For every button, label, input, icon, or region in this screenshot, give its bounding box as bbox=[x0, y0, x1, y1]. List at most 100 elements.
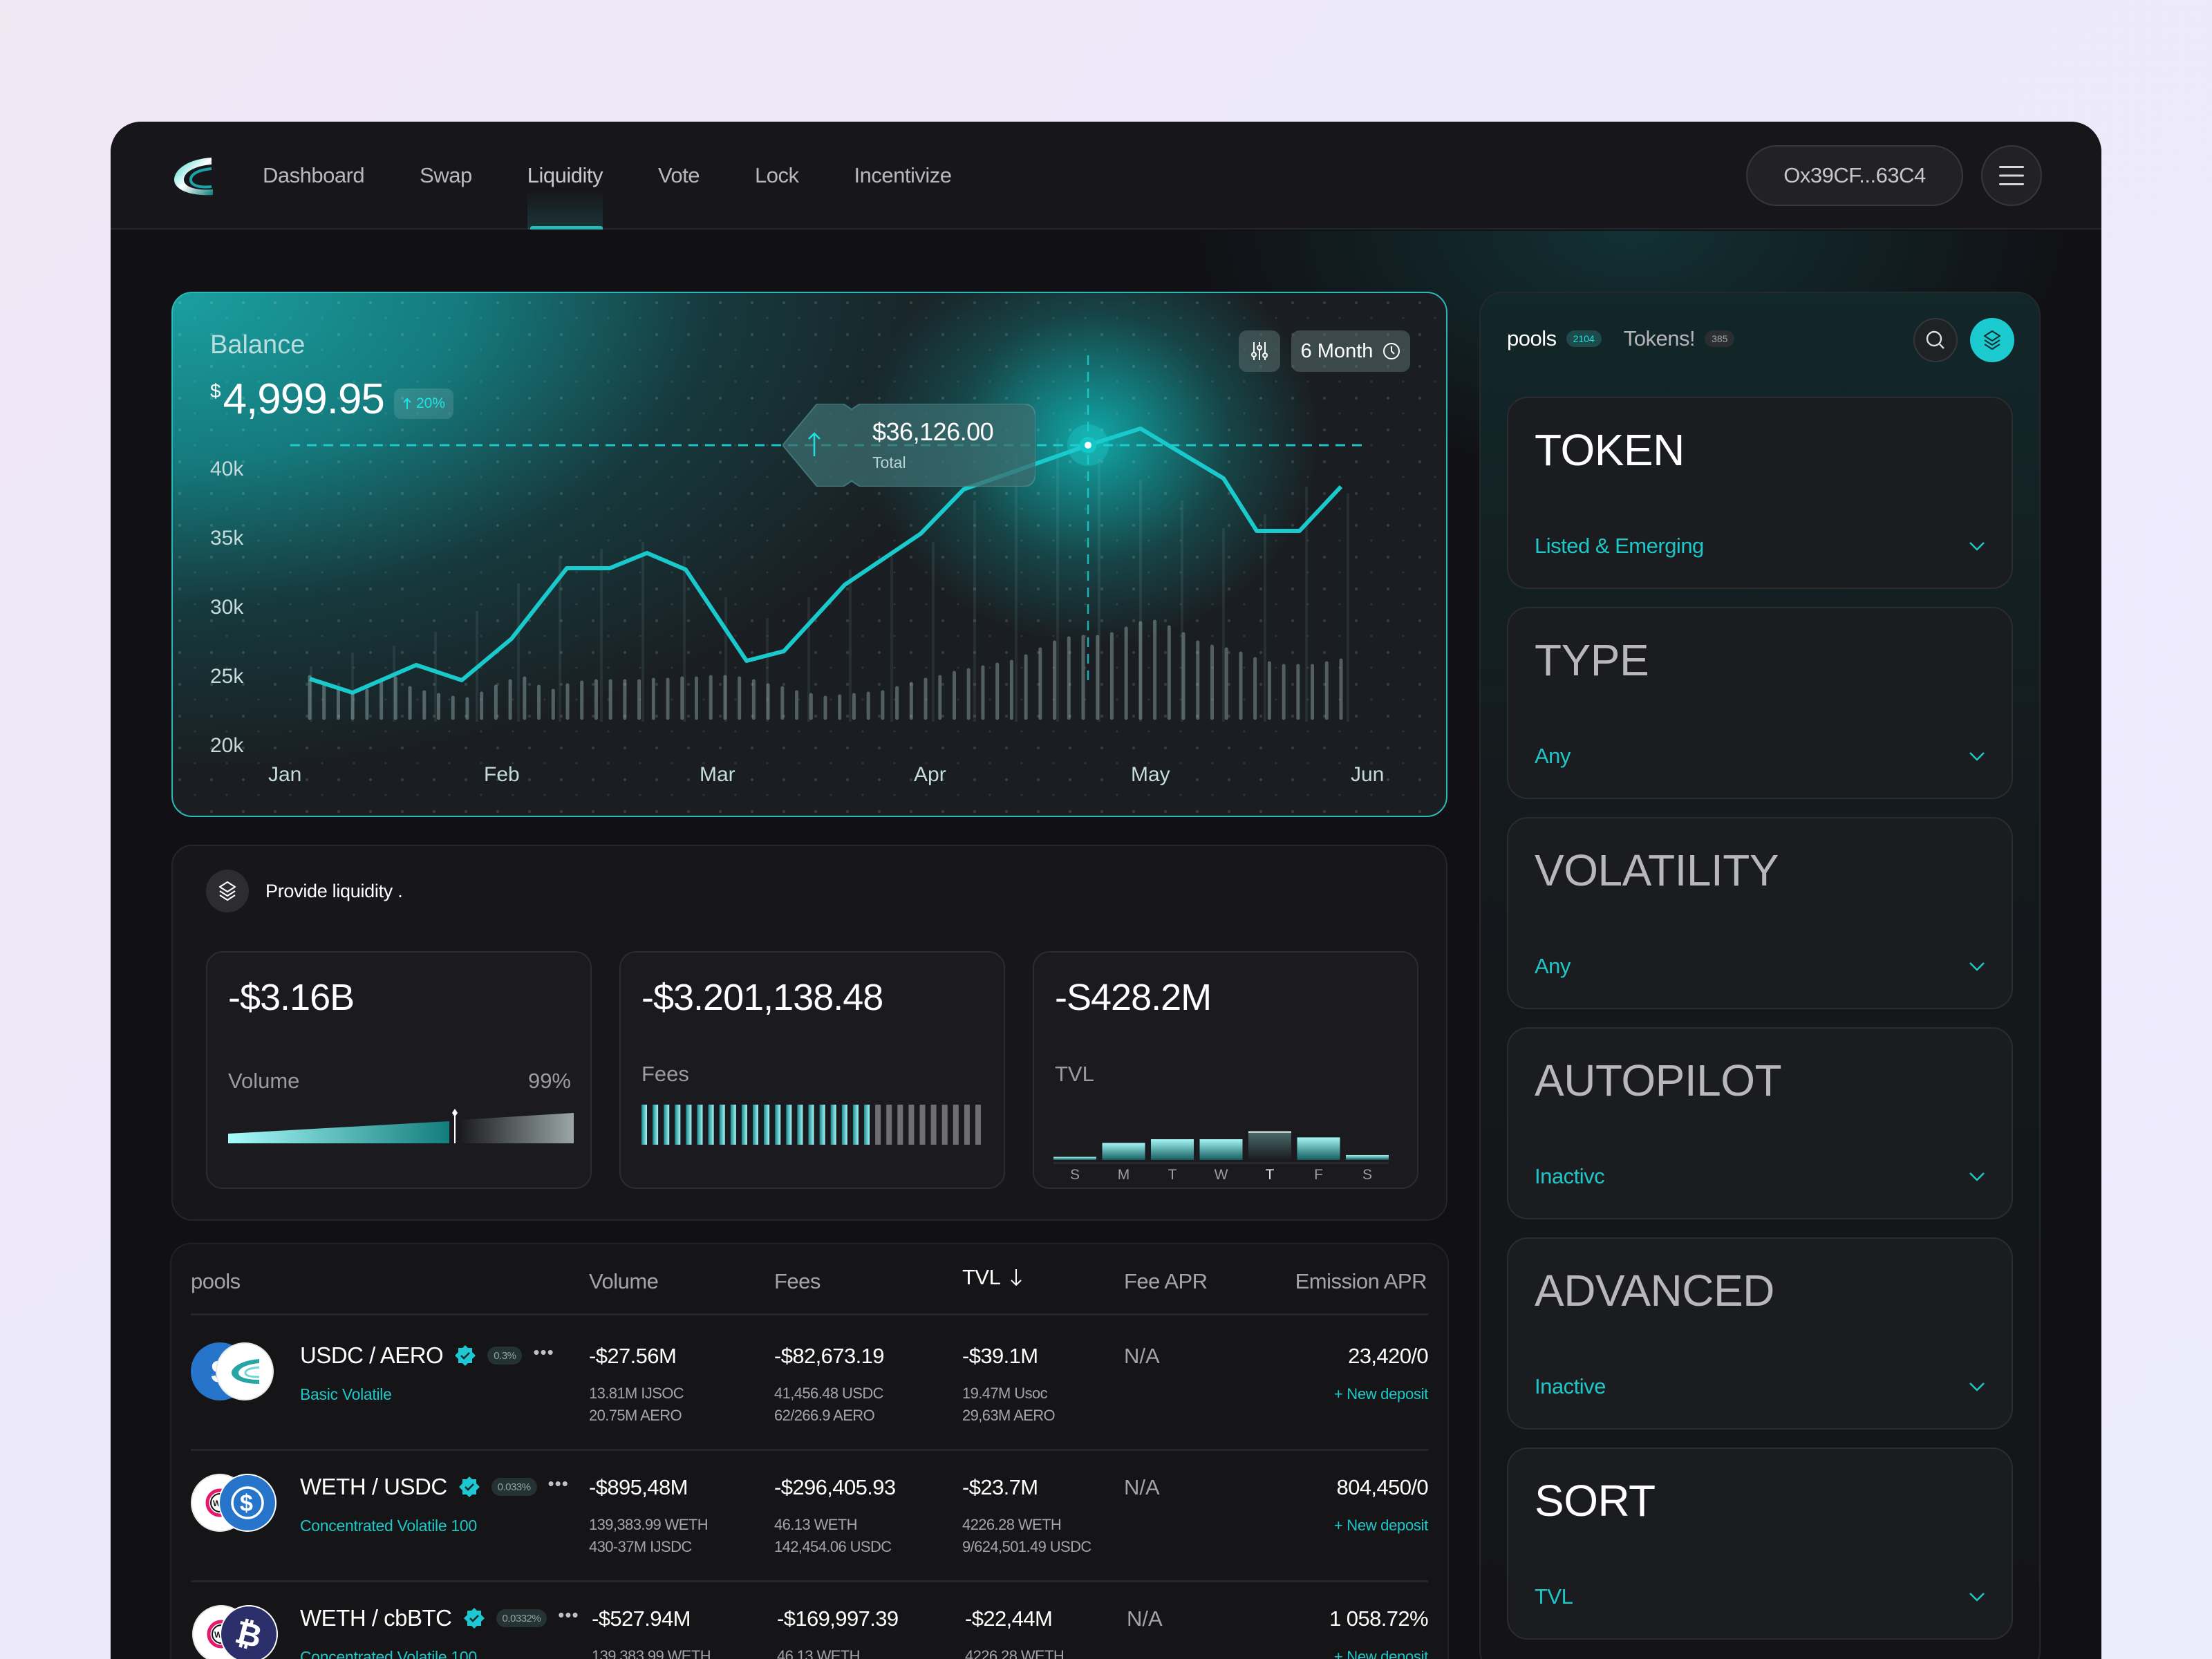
token-pair-icons: $ bbox=[191, 1342, 281, 1405]
balance-change-percent: 20% bbox=[416, 395, 446, 411]
tooltip-label: Total bbox=[872, 453, 906, 471]
x-tick-jan: Jan bbox=[268, 763, 302, 786]
x-tick-mar: Mar bbox=[700, 763, 735, 786]
aero-coin-icon bbox=[216, 1342, 274, 1400]
new-deposit-link[interactable]: + New deposit bbox=[1333, 1517, 1428, 1534]
more-options-icon[interactable]: ••• bbox=[547, 1472, 569, 1494]
token-pair-icons: WE $ bbox=[191, 1474, 281, 1536]
pool-type: Concentrated Volatile 100 bbox=[300, 1517, 477, 1535]
fee-tier-badge: 0.033% bbox=[491, 1478, 537, 1496]
emission-apr-cell: 1 058.72% bbox=[1329, 1606, 1428, 1631]
nav-liquidity[interactable]: Liquidity bbox=[527, 122, 603, 229]
layers-icon-button[interactable] bbox=[206, 870, 249, 912]
period-label: 6 Month bbox=[1300, 339, 1374, 362]
y-tick-30k: 30k bbox=[210, 596, 244, 619]
top-navigation-bar: Dashboard Swap Liquidity Vote Lock Incen… bbox=[111, 122, 2101, 229]
more-options-icon[interactable]: ••• bbox=[558, 1604, 579, 1625]
col-header-pools[interactable]: pools bbox=[191, 1269, 241, 1293]
col-header-emission-apr[interactable]: Emission APR bbox=[1295, 1269, 1427, 1293]
volume-progress-bar bbox=[228, 1109, 574, 1143]
svg-text:M: M bbox=[1118, 1167, 1130, 1181]
tab-tokens[interactable]: Tokens! bbox=[1623, 326, 1696, 350]
x-tick-jun: Jun bbox=[1351, 763, 1385, 786]
pool-name[interactable]: USDC / AERO 0.3% ••• bbox=[300, 1342, 554, 1369]
pool-name[interactable]: WETH / cbBTC 0.0332% ••• bbox=[300, 1604, 579, 1631]
balance-value: $4,999.95 bbox=[210, 375, 385, 424]
fee-apr-cell: N/A bbox=[1127, 1606, 1163, 1631]
currency-symbol: $ bbox=[210, 380, 221, 402]
filter-token[interactable]: TOKEN Listed & Emerging bbox=[1507, 397, 2013, 589]
fees-sub-1: 41,456.48 USDC bbox=[774, 1385, 884, 1402]
wallet-address-button[interactable]: Ox39CF...63C4 bbox=[1746, 145, 1963, 206]
more-options-icon[interactable]: ••• bbox=[533, 1341, 554, 1362]
filter-volatility[interactable]: VOLATILITY Any bbox=[1507, 817, 2013, 1009]
filter-advanced-title: ADVANCED bbox=[1535, 1266, 1774, 1315]
chevron-down-icon bbox=[1969, 1172, 1985, 1181]
col-header-tvl-label: TVL bbox=[962, 1265, 1001, 1289]
menu-button[interactable] bbox=[1981, 145, 2042, 206]
token-pair-icons: WE ₿ bbox=[191, 1605, 281, 1659]
fee-apr-cell: N/A bbox=[1124, 1344, 1160, 1368]
x-tick-apr: Apr bbox=[914, 763, 946, 786]
filter-sort[interactable]: SORT TVL bbox=[1507, 1447, 2013, 1640]
header-divider bbox=[191, 1313, 1428, 1315]
fees-sub-1: 46.13 WETH bbox=[777, 1647, 861, 1659]
provide-liquidity-title: Provide liquidity . bbox=[265, 880, 403, 901]
table-row[interactable]: WE $ WETH / USDC 0.033% ••• Concentrated… bbox=[191, 1449, 1429, 1580]
cbbtc-coin-icon: ₿ bbox=[220, 1605, 278, 1659]
filter-token-title: TOKEN bbox=[1535, 425, 1685, 475]
tvl-sub-1: 4226.28 WETH bbox=[962, 1516, 1062, 1533]
chart-filter-button[interactable] bbox=[1239, 330, 1280, 372]
pool-pair-label: WETH / cbBTC bbox=[300, 1605, 452, 1631]
svg-text:W: W bbox=[1215, 1167, 1228, 1181]
volume-sub-1: 139,383.99 WETH bbox=[589, 1516, 709, 1533]
tvl-cell: -$23.7M bbox=[962, 1475, 1038, 1499]
volume-sub-1: 139,383.99 WETH bbox=[592, 1647, 711, 1659]
row-divider bbox=[191, 1449, 1428, 1451]
nav-lock[interactable]: Lock bbox=[755, 122, 799, 229]
balance-label: Balance bbox=[210, 330, 306, 359]
chevron-down-icon bbox=[1969, 752, 1985, 761]
col-header-tvl[interactable]: TVL bbox=[962, 1265, 1022, 1290]
tokens-count-badge: 385 bbox=[1705, 330, 1735, 347]
fees-cell: -$169,997.39 bbox=[777, 1606, 899, 1631]
wallet-address: Ox39CF...63C4 bbox=[1783, 163, 1926, 187]
nav-vote-label: Vote bbox=[657, 163, 700, 187]
pool-name[interactable]: WETH / USDC 0.033% ••• bbox=[300, 1472, 569, 1500]
balance-card: Balance $4,999.95 20% 6 Month $36,126.00… bbox=[171, 292, 1447, 817]
col-header-fee-apr[interactable]: Fee APR bbox=[1124, 1269, 1208, 1293]
nav-vote[interactable]: Vote bbox=[658, 122, 700, 229]
tab-pools[interactable]: pools bbox=[1507, 326, 1557, 350]
period-select-button[interactable]: 6 Month bbox=[1291, 330, 1410, 372]
nav-incentivize[interactable]: Incentivize bbox=[854, 122, 952, 229]
new-deposit-link[interactable]: + New deposit bbox=[1333, 1385, 1428, 1403]
nav-incentivize-label: Incentivize bbox=[854, 163, 952, 187]
nav-swap-label: Swap bbox=[420, 163, 472, 187]
pool-pair-label: USDC / AERO bbox=[300, 1342, 444, 1368]
col-header-volume[interactable]: Volume bbox=[589, 1269, 659, 1293]
col-header-fees[interactable]: Fees bbox=[774, 1269, 821, 1293]
chevron-down-icon bbox=[1969, 962, 1985, 971]
chevron-down-icon bbox=[1969, 542, 1985, 551]
fees-label: Fees bbox=[641, 1062, 689, 1086]
search-button[interactable] bbox=[1913, 318, 1958, 362]
filter-autopilot[interactable]: AUTOPILOT Inactivc bbox=[1507, 1027, 2013, 1219]
row-divider bbox=[191, 1580, 1428, 1582]
nav-swap[interactable]: Swap bbox=[420, 122, 472, 229]
nav-dashboard[interactable]: Dashboard bbox=[263, 122, 365, 229]
table-row[interactable]: WE ₿ WETH / cbBTC 0.0332% ••• Concentrat… bbox=[191, 1580, 1429, 1659]
new-deposit-link[interactable]: + New deposit bbox=[1333, 1648, 1428, 1659]
y-tick-40k: 40k bbox=[210, 458, 244, 480]
balance-chart bbox=[173, 293, 1446, 816]
balance-amount: 4,999.95 bbox=[223, 375, 385, 423]
layers-button[interactable] bbox=[1970, 318, 2014, 362]
aero-logo-icon[interactable] bbox=[170, 152, 216, 200]
volume-percent: 99% bbox=[527, 1069, 571, 1093]
table-row[interactable]: $ USDC / AERO 0.3% ••• Basic Volatile -$… bbox=[191, 1318, 1429, 1449]
filter-type-value: Any bbox=[1535, 744, 1571, 768]
fees-sub-1: 46.13 WETH bbox=[774, 1516, 858, 1533]
filter-advanced[interactable]: ADVANCED Inactive bbox=[1507, 1237, 2013, 1430]
chevron-down-icon bbox=[1969, 1593, 1985, 1602]
filter-type[interactable]: TYPE Any bbox=[1507, 607, 2013, 799]
